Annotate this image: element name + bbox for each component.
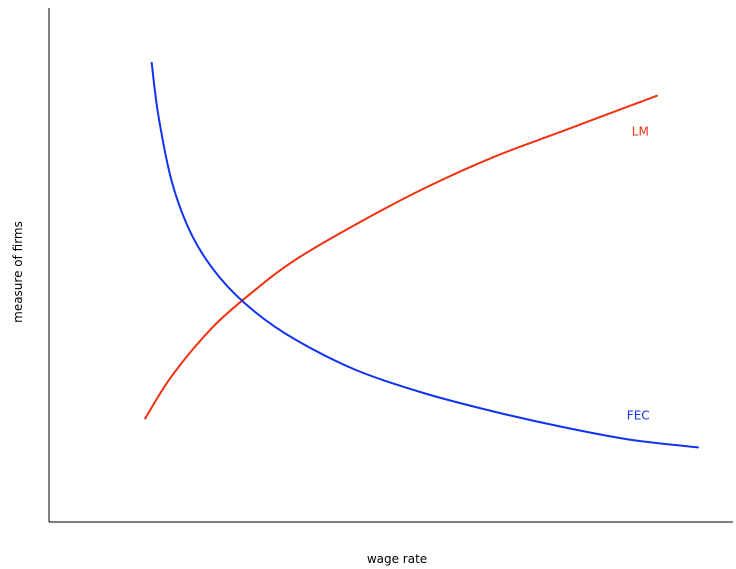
x-axis-label: wage rate xyxy=(367,552,427,566)
series-label-lm: LM xyxy=(632,124,649,138)
series-line-lm xyxy=(143,94,659,420)
series-label-fec: FEC xyxy=(627,409,650,423)
y-axis-label: measure of firms xyxy=(11,221,25,323)
series-layer: LM FEC xyxy=(143,61,699,449)
series-line-fec xyxy=(150,61,699,449)
